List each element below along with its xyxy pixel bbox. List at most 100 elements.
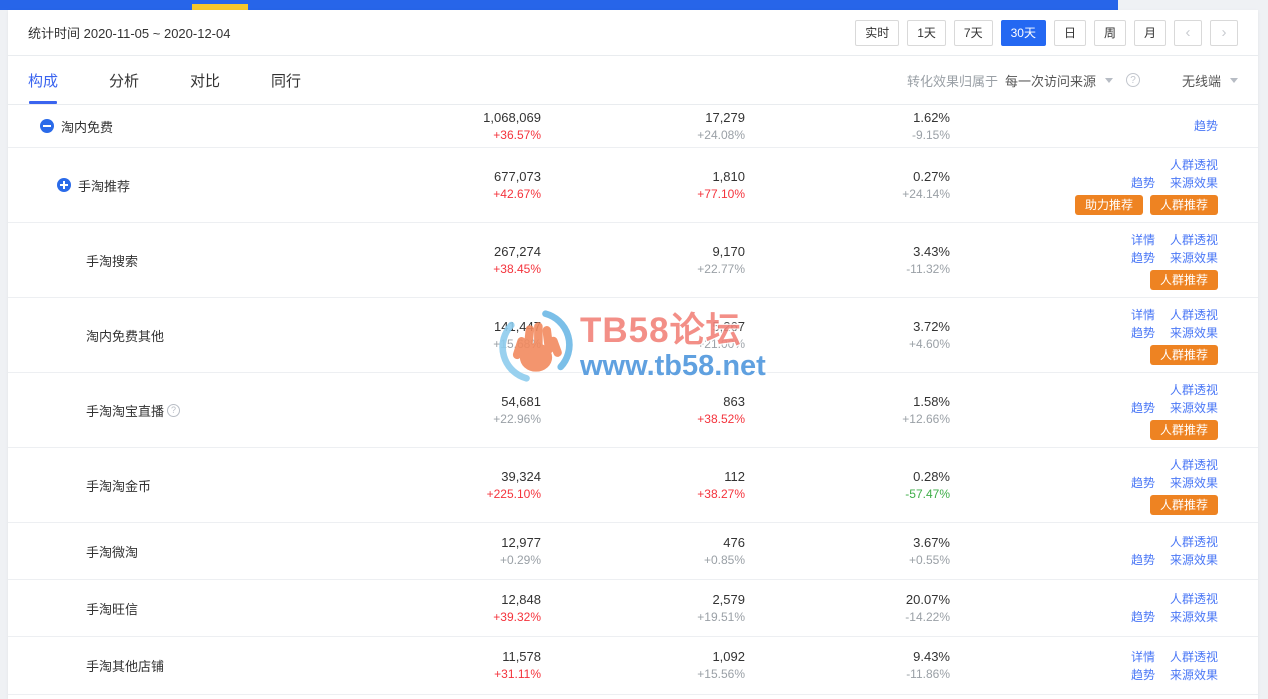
time-range-button-3[interactable]: 30天 [1000, 19, 1046, 46]
crowd-recommend-button[interactable]: 人群推荐 [1149, 269, 1218, 290]
metric-cell: 863 +38.52% [541, 393, 745, 428]
metric-value: 1.62% [913, 109, 950, 125]
filters: 转化效果归属于 每一次访问来源 ? 无线端 [907, 56, 1238, 104]
boost-recommend-button[interactable]: 助力推荐 [1074, 194, 1143, 215]
metric-change: +22.96% [493, 411, 541, 426]
crowd-perspective-link[interactable]: 人群透视 [1169, 649, 1218, 664]
terminal-dropdown[interactable]: 无线端 [1181, 73, 1221, 89]
crowd-perspective-link[interactable]: 人群透视 [1169, 382, 1218, 397]
table-row: 手淘其他店铺 11,578 +31.11% 1,092 +15.56% 9.43% -11.… [8, 637, 1258, 695]
action-links-line: 趋势 来源效果 [1131, 324, 1218, 342]
metric-cell: 141,447 +15.68% [338, 318, 541, 353]
actions-cell: 人群透视 趋势 来源效果 [950, 533, 1258, 569]
crowd-perspective-link[interactable]: 人群透视 [1169, 157, 1218, 172]
metric-change: -14.22% [905, 609, 950, 624]
action-links-line: 人群透视 [1170, 456, 1218, 474]
tab-3[interactable]: 同行 [271, 72, 302, 90]
metric-value: 3.67% [913, 534, 950, 550]
source-name-label: 手淘淘宝直播 [86, 403, 165, 419]
crowd-perspective-link[interactable]: 人群透视 [1169, 307, 1218, 322]
source-effect-link[interactable]: 来源效果 [1169, 610, 1218, 624]
table-row: 手淘搜索 267,274 +38.45% 9,170 +22.77% 3.43% -11.3… [8, 223, 1258, 298]
actions-cell: 人群透视 趋势 来源效果人群推荐 [950, 456, 1258, 515]
table-row: 手淘微淘 12,977 +0.29% 476 +0.85% 3.67% +0.55% 人群透视… [8, 523, 1258, 580]
metric-value: 17,279 [705, 109, 745, 125]
chevron-down-icon[interactable] [1230, 77, 1238, 83]
action-links-line: 趋势 来源效果 [1131, 608, 1218, 626]
crowd-recommend-button[interactable]: 人群推荐 [1149, 419, 1218, 440]
crowd-perspective-link[interactable]: 人群透视 [1169, 535, 1218, 549]
metric-change: +22.77% [697, 261, 745, 276]
chevron-down-icon[interactable] [1104, 77, 1113, 83]
time-range-button-4[interactable]: 日 [1053, 19, 1086, 46]
action-links-line: 人群透视 [1170, 381, 1218, 399]
pager-prev-button[interactable]: ‹ [1174, 19, 1202, 46]
metric-change: +15.68% [493, 336, 541, 351]
source-name-cell: 淘内免费 [8, 117, 338, 136]
pager-next-button[interactable]: › [1210, 19, 1238, 46]
metric-value: 54,681 [501, 393, 541, 409]
time-range-button-1[interactable]: 1天 [907, 19, 946, 46]
actions-cell: 详情 人群透视 趋势 来源效果 [950, 648, 1258, 684]
metric-value: 141,447 [494, 318, 541, 334]
trend-link[interactable]: 趋势 [1130, 400, 1155, 415]
source-name-cell: 淘内免费其他 [8, 326, 338, 345]
metric-value: 112 [724, 468, 745, 484]
crowd-perspective-link[interactable]: 人群透视 [1169, 592, 1218, 606]
expand-icon[interactable] [57, 178, 71, 192]
source-effect-link[interactable]: 来源效果 [1169, 400, 1218, 415]
table-row: 手淘淘宝直播? 54,681 +22.96% 863 +38.52% 1.58% +12.6… [8, 373, 1258, 448]
trend-link[interactable]: 趋势 [1130, 325, 1155, 340]
tab-2[interactable]: 对比 [190, 72, 221, 90]
detail-link[interactable]: 详情 [1130, 232, 1155, 247]
trend-link[interactable]: 趋势 [1130, 175, 1155, 190]
tab-0[interactable]: 构成 [28, 56, 58, 104]
trend-link[interactable]: 趋势 [1130, 475, 1155, 490]
metric-change: +15.56% [697, 667, 745, 681]
time-range-button-5[interactable]: 周 [1093, 19, 1126, 46]
time-range-button-2[interactable]: 7天 [953, 19, 993, 46]
trend-link[interactable]: 趋势 [1130, 553, 1155, 567]
source-effect-link[interactable]: 来源效果 [1169, 250, 1218, 265]
source-name-label: 手淘其他店铺 [86, 659, 165, 674]
help-icon[interactable]: ? [167, 403, 181, 417]
trend-link[interactable]: 趋势 [1130, 610, 1155, 624]
detail-link[interactable]: 详情 [1130, 307, 1155, 322]
trend-link[interactable]: 趋势 [1193, 119, 1218, 133]
actions-cell: 人群透视 趋势 来源效果 人群推荐 [950, 381, 1258, 440]
source-effect-link[interactable]: 来源效果 [1169, 475, 1218, 490]
metric-cell: 476 +0.85% [541, 534, 745, 569]
source-effect-link[interactable]: 来源效果 [1169, 325, 1218, 340]
source-effect-link[interactable]: 来源效果 [1169, 553, 1218, 567]
stat-time-label: 统计时间 2020-11-05 ~ 2020-12-04 [28, 26, 231, 41]
metric-cell: 3.72% +4.60% [745, 318, 950, 353]
detail-link[interactable]: 详情 [1130, 649, 1155, 664]
crowd-perspective-link[interactable]: 人群透视 [1169, 457, 1218, 472]
source-effect-link[interactable]: 来源效果 [1169, 175, 1218, 190]
metric-cell: 1.58% +12.66% [745, 393, 950, 428]
metric-change: +24.14% [902, 186, 950, 201]
metric-change: +0.85% [703, 552, 745, 567]
metric-change: +21.00% [697, 336, 745, 351]
time-range-button-6[interactable]: 月 [1133, 19, 1166, 46]
metric-cell: 0.28% -57.47% [745, 468, 950, 503]
time-range-button-0[interactable]: 实时 [855, 19, 900, 46]
metric-value: 12,848 [501, 591, 541, 607]
metric-value: 0.28% [913, 468, 950, 484]
crowd-recommend-button[interactable]: 人群推荐 [1149, 194, 1218, 215]
crowd-perspective-link[interactable]: 人群透视 [1169, 232, 1218, 247]
source-name-cell: 手淘其他店铺 [8, 656, 338, 675]
conversion-source-dropdown[interactable]: 每一次访问来源 [1004, 73, 1096, 89]
action-links-line: 趋势 来源效果 [1131, 399, 1218, 417]
source-effect-link[interactable]: 来源效果 [1169, 667, 1218, 682]
metric-change: +31.11% [494, 667, 541, 681]
table-row: 淘内免费其他 141,447 +15.68% 5,267 +21.00% 3.72% +4.… [8, 298, 1258, 373]
crowd-recommend-button[interactable]: 人群推荐 [1149, 494, 1218, 515]
trend-link[interactable]: 趋势 [1130, 250, 1155, 265]
trend-link[interactable]: 趋势 [1130, 667, 1155, 682]
tab-1[interactable]: 分析 [109, 72, 140, 90]
metric-cell: 2,579 +19.51% [541, 591, 745, 626]
collapse-icon[interactable] [40, 119, 54, 133]
help-icon[interactable]: ? [1125, 73, 1140, 87]
crowd-recommend-button[interactable]: 人群推荐 [1149, 344, 1218, 365]
